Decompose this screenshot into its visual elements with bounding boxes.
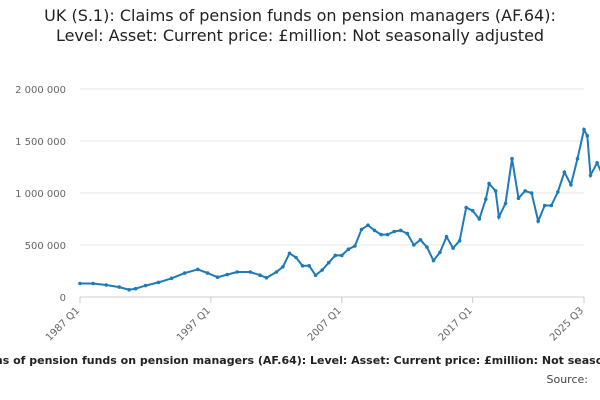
data-point (595, 161, 599, 165)
data-point (264, 276, 269, 280)
data-point (366, 223, 370, 227)
data-point (274, 270, 279, 274)
x-axis-ticks: 1987 Q1 1997 Q1 2007 Q1 2017 Q1 2025 Q3 (44, 297, 586, 343)
x-tick-label: 2017 Q1 (437, 305, 475, 343)
chart-title: UK (S.1): Claims of pension funds on pen… (44, 6, 556, 45)
data-point (385, 232, 390, 237)
data-point (549, 203, 554, 208)
data-point (127, 287, 131, 292)
data-point (235, 270, 239, 274)
data-point (575, 156, 580, 161)
data-point (516, 196, 521, 200)
y-tick-label: 500 000 (25, 241, 66, 252)
data-point (225, 272, 230, 277)
data-point (372, 228, 377, 233)
data-point (542, 203, 547, 208)
data-point (320, 268, 325, 272)
data-point (418, 238, 423, 242)
data-point (392, 229, 397, 234)
data-point (510, 156, 514, 161)
data-point (143, 283, 148, 288)
data-point (457, 239, 462, 243)
data-point (493, 189, 498, 193)
data-point (215, 275, 220, 280)
data-point (398, 228, 403, 233)
data-points (78, 127, 599, 292)
series-line (80, 126, 600, 291)
data-point (307, 264, 311, 268)
data-point (582, 127, 586, 132)
data-point (379, 232, 383, 237)
data-point (503, 201, 508, 206)
data-point (91, 281, 95, 286)
x-tick-label: 1987 Q1 (44, 305, 82, 343)
data-point (346, 247, 351, 251)
data-point (205, 271, 210, 275)
data-point (588, 173, 593, 178)
y-tick-label: 0 (60, 293, 66, 304)
data-point (562, 170, 567, 174)
x-tick-label: 1997 Q1 (175, 305, 213, 343)
gridlines (80, 88, 584, 246)
data-point (300, 264, 305, 268)
x-tick-label: 2007 Q1 (306, 305, 344, 343)
data-point (444, 234, 449, 239)
data-point (78, 281, 82, 286)
y-tick-label: 1 500 000 (15, 137, 66, 148)
y-tick-label: 2 000 000 (15, 85, 66, 96)
data-point (523, 189, 527, 193)
y-axis-ticks: 0 500 000 1 000 000 1 500 000 2 000 000 (15, 85, 66, 304)
data-point (470, 208, 475, 213)
data-point (104, 283, 108, 287)
data-point (156, 280, 161, 285)
data-point (133, 286, 138, 291)
source-label: Source: (546, 373, 589, 386)
data-point (326, 260, 331, 265)
data-point (405, 231, 410, 236)
data-point (569, 182, 573, 187)
data-point (340, 253, 344, 258)
data-point (536, 219, 540, 223)
data-point (412, 243, 416, 247)
data-point (438, 250, 442, 255)
x-axis-label: UK (S.1): Claims of pension funds on pen… (0, 354, 600, 367)
data-point (464, 205, 469, 210)
data-point (333, 253, 338, 258)
data-point (313, 273, 318, 278)
data-point (248, 270, 252, 274)
data-point (353, 244, 357, 248)
data-point (287, 251, 292, 256)
y-tick-label: 1 000 000 (15, 189, 66, 200)
data-point (169, 276, 174, 281)
data-point (431, 258, 436, 263)
data-point (497, 215, 501, 219)
data-point (529, 191, 534, 195)
data-point (484, 197, 488, 201)
data-point (425, 245, 429, 249)
data-point (117, 285, 122, 289)
data-point (556, 190, 560, 194)
data-point (487, 181, 491, 186)
data-point (477, 217, 482, 221)
data-point (182, 271, 187, 275)
x-tick-label: 2025 Q3 (548, 305, 586, 343)
data-point (258, 273, 262, 278)
data-point (451, 246, 455, 250)
data-point (294, 255, 298, 260)
data-point (196, 267, 200, 272)
data-point (359, 227, 364, 232)
data-point (585, 134, 590, 138)
data-point (281, 265, 285, 269)
